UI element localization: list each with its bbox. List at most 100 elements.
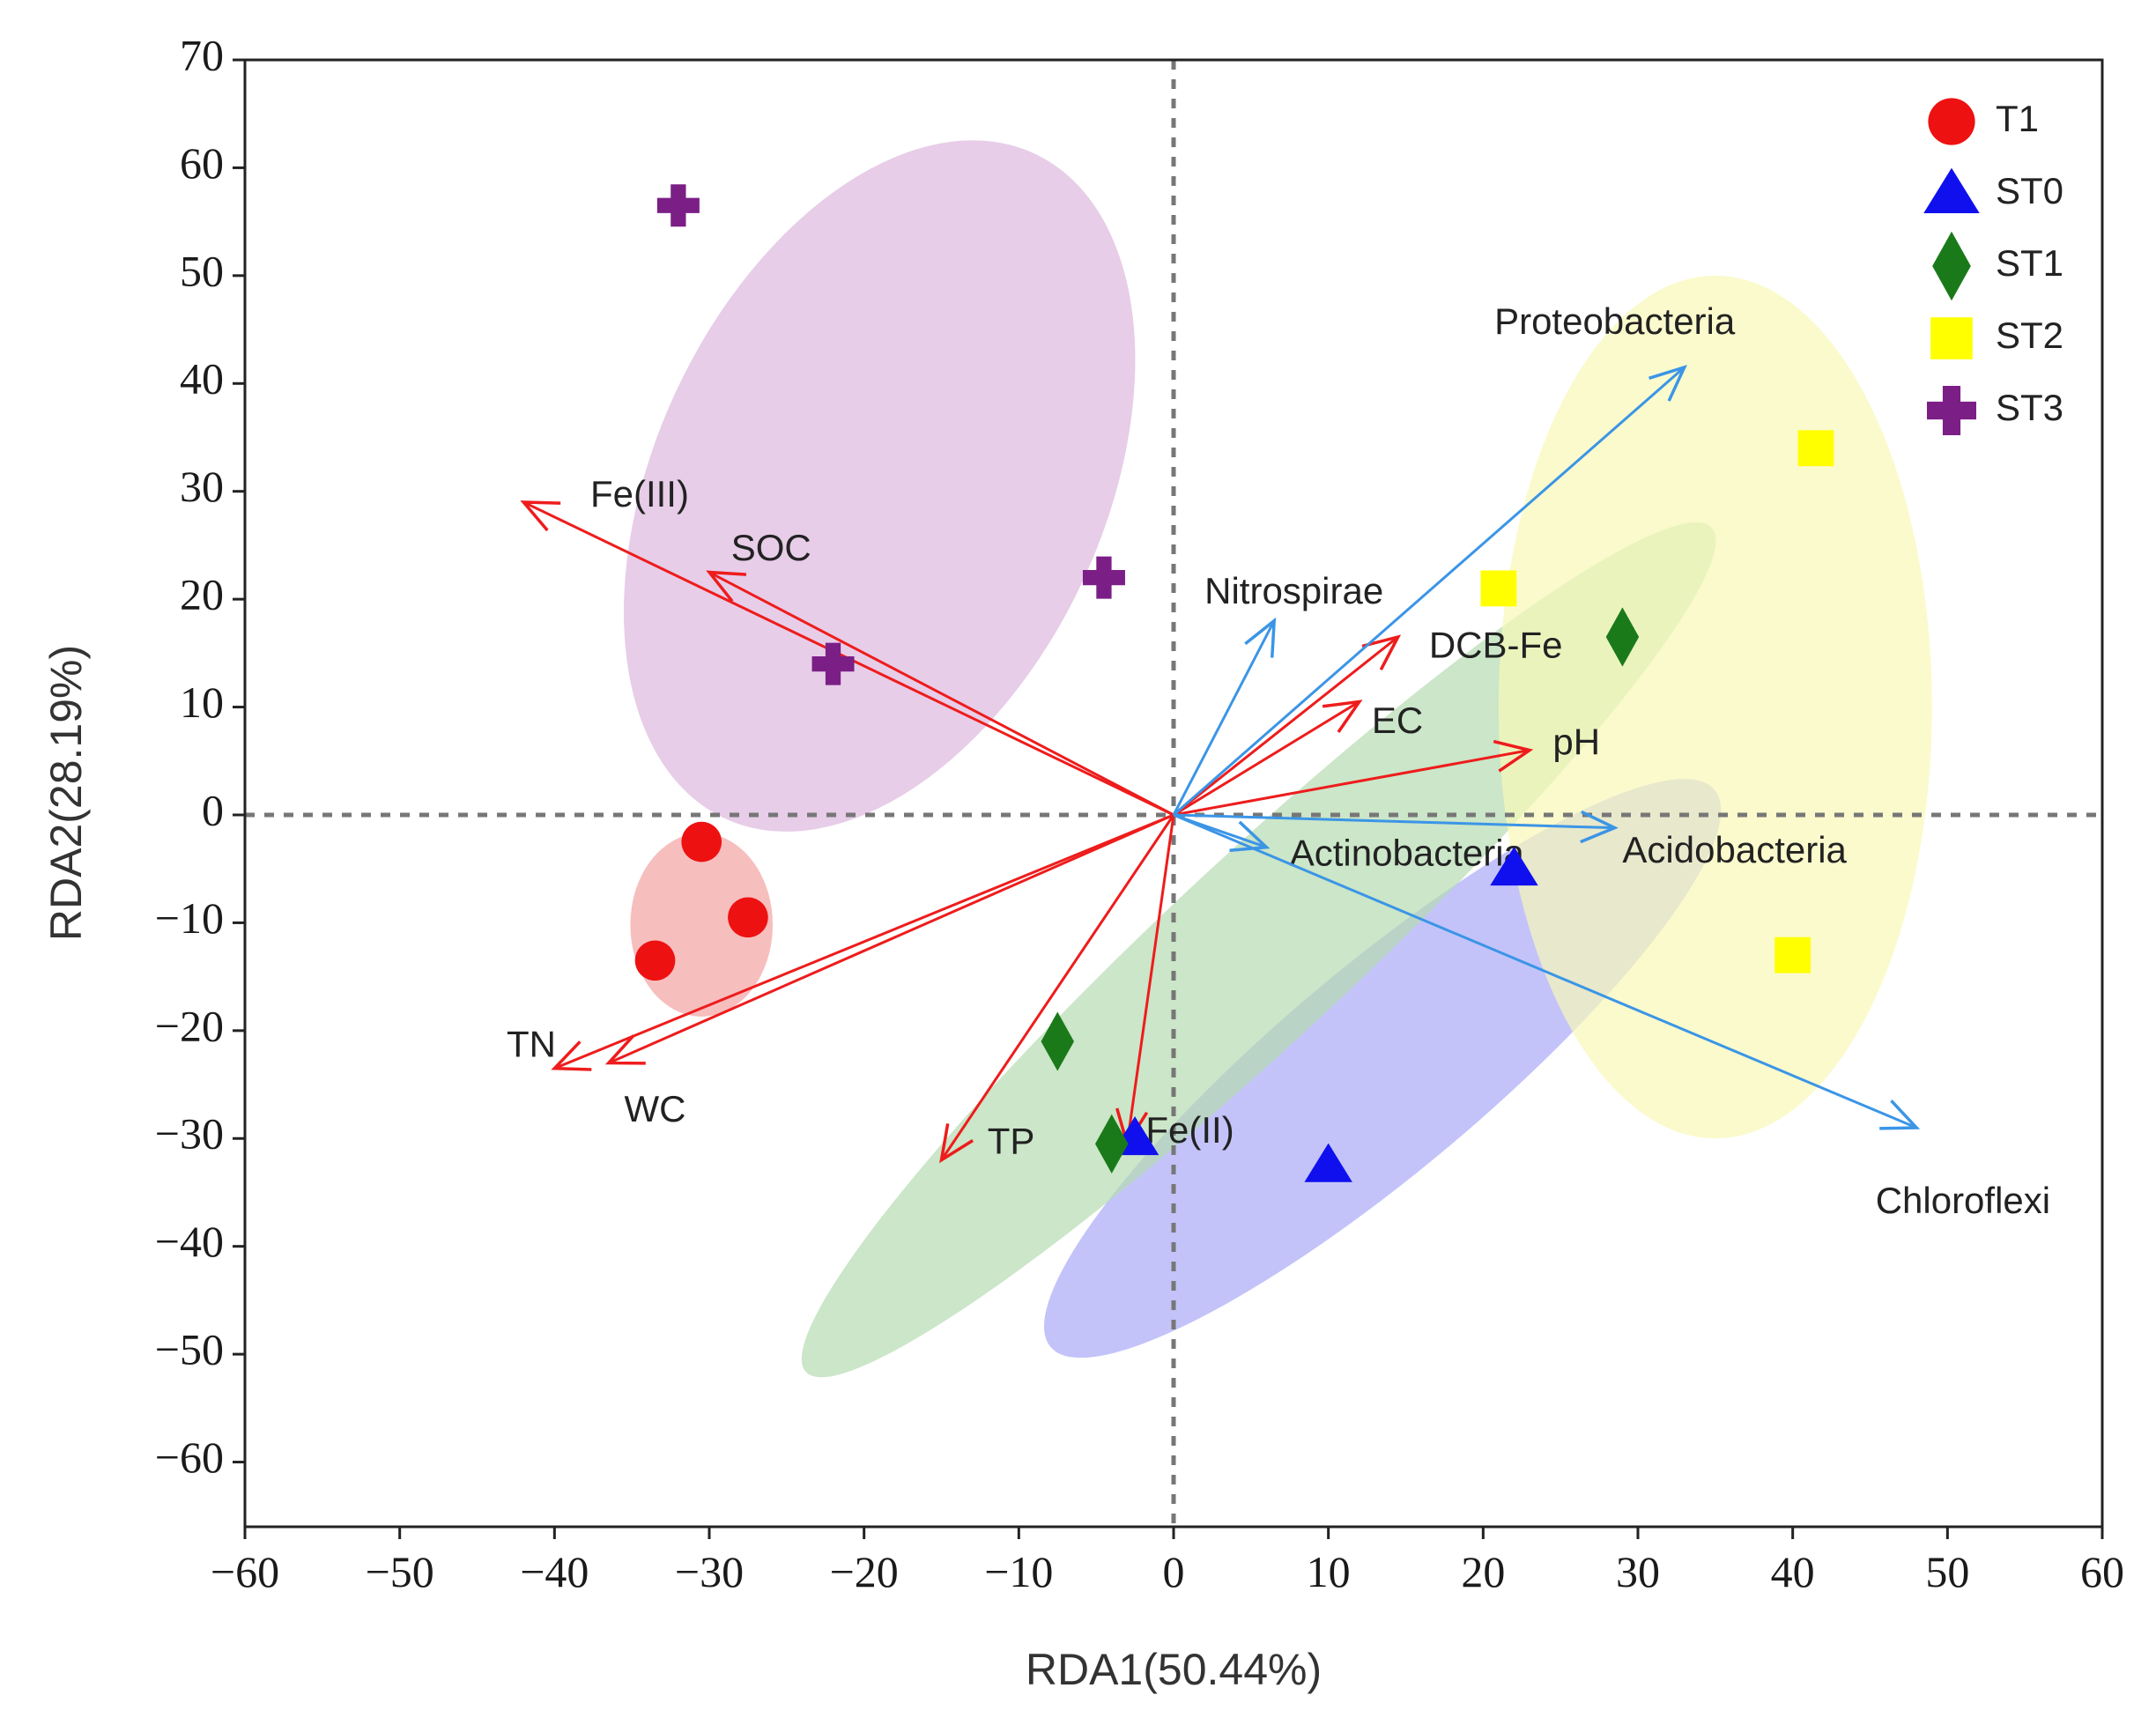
x-tick-label: −10	[984, 1547, 1053, 1596]
arrow-label: Fe(III)	[590, 473, 689, 515]
arrow-head	[1493, 739, 1534, 773]
arrow-shaft	[1173, 749, 1530, 817]
env-arrow-tp: TP	[939, 814, 1175, 1164]
arrow-shaft	[1125, 814, 1175, 1144]
arrow-head	[1322, 700, 1363, 734]
sample-points	[634, 184, 1834, 1182]
legend-item-t1: T1	[1928, 98, 2039, 145]
x-tick-label: 60	[2080, 1547, 2124, 1596]
y-tick-label: 70	[180, 30, 224, 79]
env-arrow-fe-ii-: Fe(II)	[1115, 814, 1234, 1151]
point-t1-3	[634, 940, 676, 981]
ellipse-st2	[1498, 275, 1932, 1139]
arrow-head	[1648, 365, 1687, 402]
x-tick-label: 20	[1461, 1547, 1505, 1596]
env-arrow-tn: TN	[507, 813, 1174, 1071]
point-st1-3	[1095, 1114, 1129, 1173]
point-t1-1	[681, 821, 722, 862]
env-arrow-dcb-fe: DCB-Fe	[1173, 624, 1563, 817]
legend-label: T1	[1996, 98, 2039, 139]
legend-item-st2: ST2	[1930, 315, 2063, 359]
point-st1-2	[1041, 1011, 1074, 1071]
species-arrow-acidobacteria: Acidobacteria	[1173, 810, 1848, 870]
y-tick-label: 40	[180, 354, 224, 403]
arrow-label: Proteobacteria	[1494, 300, 1736, 342]
zero-reference-lines	[245, 60, 2102, 1527]
legend-label: ST0	[1996, 170, 2063, 211]
arrow-label: Chloroflexi	[1876, 1180, 2050, 1221]
x-tick-label: 30	[1616, 1547, 1660, 1596]
legend-marker	[1923, 167, 1980, 214]
y-tick-label: −30	[155, 1109, 224, 1159]
arrow-label: Nitrospirae	[1204, 570, 1383, 611]
x-tick-label: −50	[366, 1547, 434, 1596]
y-tick-label: 60	[180, 138, 224, 188]
env-arrow-ph: pH	[1173, 722, 1600, 817]
arrow-label: SOC	[731, 527, 811, 568]
arrow-head	[520, 500, 561, 532]
species-arrow-actinobacteria: Actinobacteria	[1173, 813, 1525, 874]
env-arrow-soc: SOC	[706, 527, 1174, 817]
point-st1-1	[1605, 607, 1640, 667]
env-arrow-ec: EC	[1173, 700, 1423, 817]
legend-item-st0: ST0	[1923, 167, 2063, 214]
legend-marker	[1928, 98, 1975, 145]
legend-marker	[1932, 231, 1971, 301]
x-tick-label: −30	[675, 1547, 744, 1596]
x-axis-title: RDA1(50.44%)	[1026, 1645, 1322, 1694]
arrow-label: Acidobacteria	[1622, 829, 1847, 870]
arrow-shaft	[1172, 619, 1276, 816]
point-t1-2	[728, 897, 768, 938]
legend-label: ST1	[1996, 242, 2063, 284]
legend: T1 ST0 ST1 ST2 ST3	[1923, 98, 2063, 435]
y-tick-label: −20	[155, 1001, 224, 1050]
arrow-shaft	[708, 571, 1174, 817]
species-arrow-proteobacteria: Proteobacteria	[1173, 300, 1736, 817]
env-arrow-wc: WC	[604, 813, 1174, 1129]
x-tick-label: 40	[1771, 1547, 1815, 1596]
y-tick-label: 10	[180, 677, 224, 727]
point-st0-3	[1304, 1143, 1352, 1182]
y-tick-label: −10	[155, 893, 224, 943]
x-tick-label: 50	[1925, 1547, 1969, 1596]
x-tick-label: −60	[211, 1547, 279, 1596]
y-tick-label: 20	[180, 570, 224, 619]
arrow-head	[706, 570, 747, 603]
y-tick-label: 50	[180, 246, 224, 295]
arrow-shaft	[1173, 813, 1615, 830]
legend-item-st3: ST3	[1927, 386, 2063, 435]
arrow-head	[1580, 810, 1619, 844]
confidence-ellipses	[623, 140, 1932, 1378]
arrow-head	[1229, 820, 1271, 853]
ellipse-st3	[623, 140, 1136, 832]
point-st3-3	[811, 642, 855, 685]
legend-item-st1: ST1	[1932, 231, 2063, 301]
species-arrow-nitrospirae: Nitrospirae	[1172, 570, 1383, 816]
ellipse-st1	[801, 522, 1716, 1378]
point-st2-3	[1774, 937, 1811, 974]
x-axis-ticks: −60 −50 −40 −30 −20 −10 0 10 20 30 40 50 60	[211, 1527, 2124, 1596]
point-st3-2	[1082, 556, 1125, 599]
arrow-label: TP	[988, 1120, 1035, 1161]
point-st2-1	[1480, 570, 1517, 607]
point-st0-1	[1490, 846, 1538, 886]
arrow-shaft	[553, 813, 1174, 1070]
legend-label: ST2	[1996, 315, 2063, 356]
y-axis-title: RDA2(28.19%)	[41, 645, 91, 941]
arrow-head	[604, 1034, 646, 1065]
arrow-label: pH	[1552, 722, 1600, 763]
x-tick-label: 0	[1163, 1547, 1185, 1596]
arrow-head	[551, 1040, 592, 1071]
arrow-head	[939, 1123, 974, 1164]
arrow-shaft	[1173, 635, 1399, 817]
species-arrow-chloroflexi: Chloroflexi	[1173, 813, 2050, 1221]
legend-label: ST3	[1996, 387, 2063, 428]
arrow-head	[1879, 1099, 1921, 1130]
y-tick-label: −40	[155, 1217, 224, 1266]
arrow-shaft	[1173, 366, 1686, 817]
arrow-label: Fe(II)	[1145, 1109, 1234, 1151]
y-axis-ticks: −60 −50 −40 −30 −20 −10 0 10 20 30 40 50 60 70	[155, 30, 245, 1482]
legend-marker	[1927, 386, 1976, 435]
x-tick-label: −40	[520, 1547, 589, 1596]
